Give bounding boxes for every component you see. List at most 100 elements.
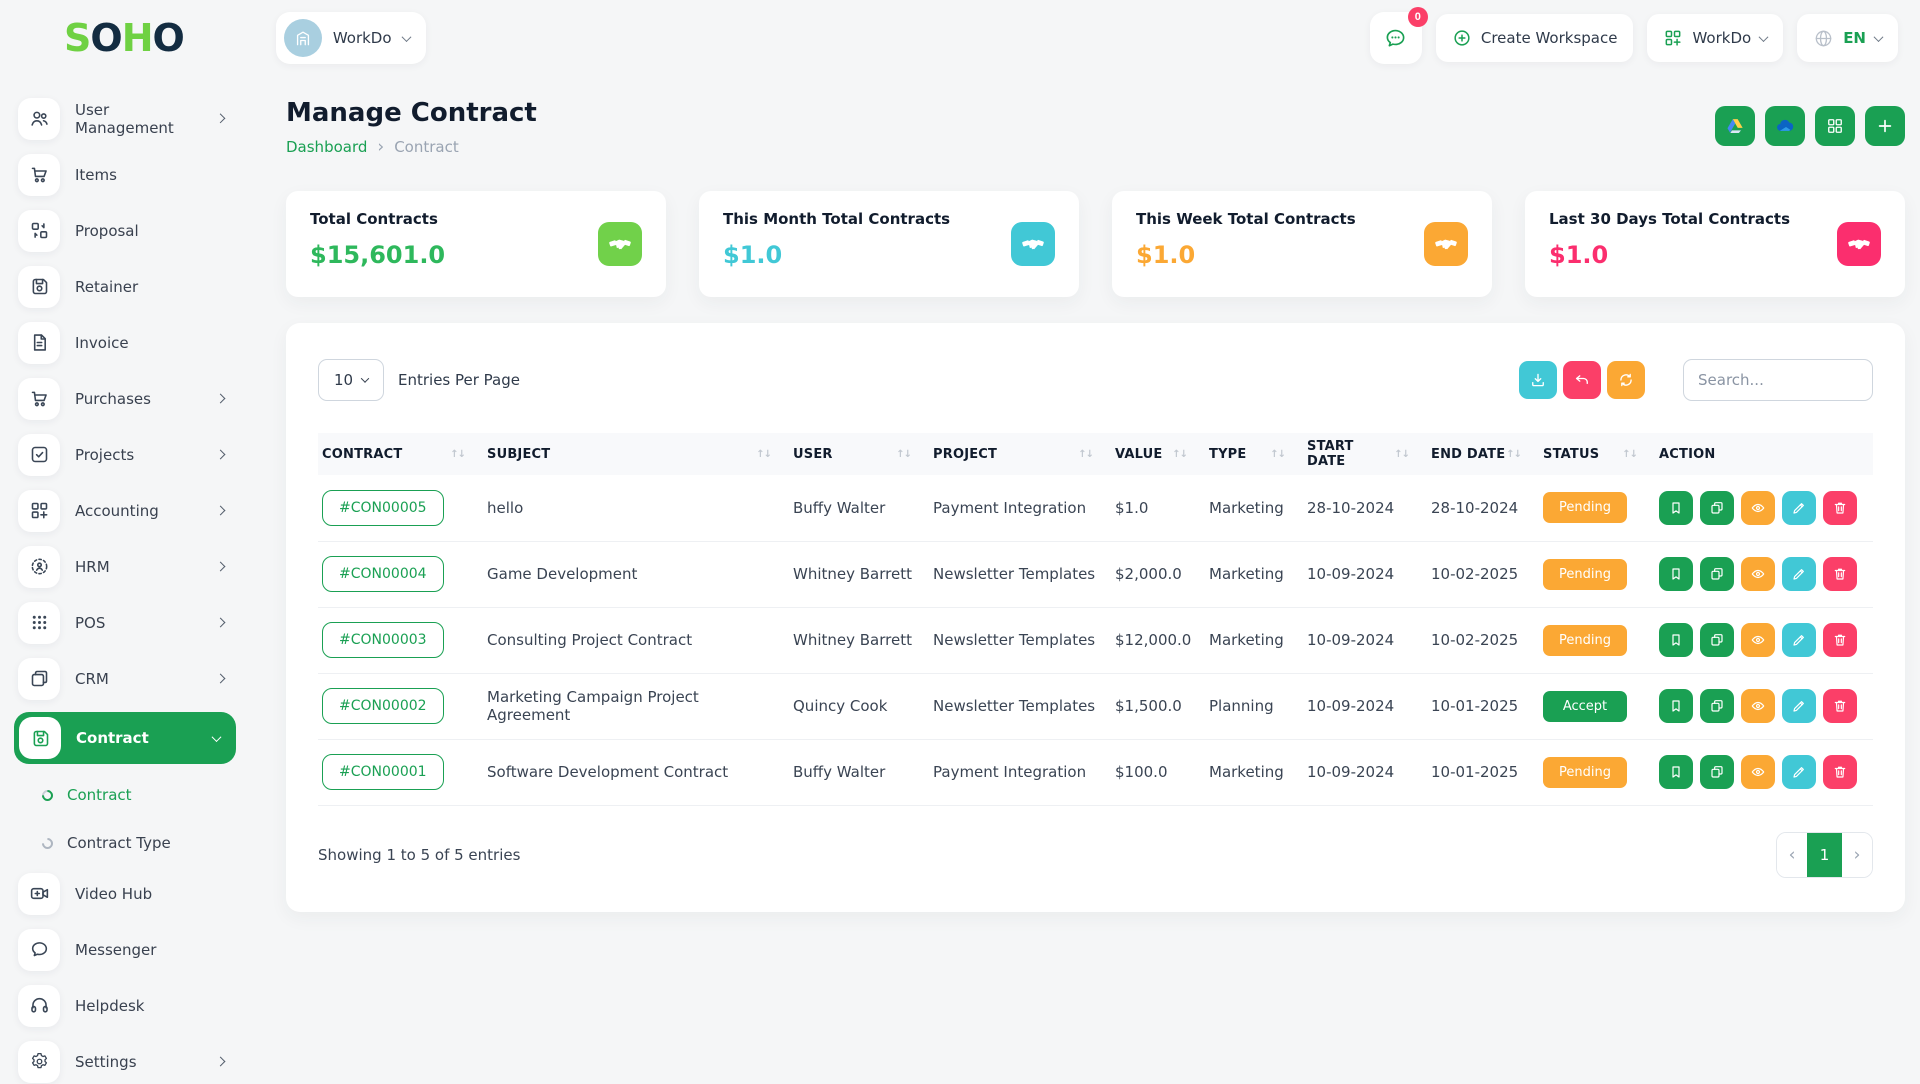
sidebar-item-projects[interactable]: Projects: [14, 432, 236, 477]
pagination-prev-button[interactable]: ‹: [1777, 833, 1807, 877]
breadcrumb-dashboard-link[interactable]: Dashboard: [286, 138, 367, 156]
contract-id-chip[interactable]: #CON00004: [322, 556, 444, 592]
sidebar-item-contract[interactable]: Contract: [14, 712, 236, 764]
column-header-project[interactable]: PROJECT↑↓: [929, 433, 1111, 475]
onedrive-button[interactable]: [1765, 106, 1805, 146]
duplicate-button[interactable]: [1700, 689, 1734, 723]
undo-button[interactable]: [1563, 361, 1601, 399]
copy-icon: [1709, 632, 1725, 648]
column-header-type[interactable]: TYPE↑↓: [1205, 433, 1303, 475]
delete-button[interactable]: [1823, 755, 1857, 789]
delete-button[interactable]: [1823, 557, 1857, 591]
cell-contract: #CON00002: [318, 673, 483, 739]
column-header-end-date[interactable]: END DATE↑↓: [1427, 433, 1539, 475]
language-code: EN: [1843, 29, 1866, 47]
view-button[interactable]: [1741, 557, 1775, 591]
sidebar-subitem-contract[interactable]: Contract: [42, 775, 236, 815]
search-input[interactable]: [1683, 359, 1873, 401]
pagination-next-button[interactable]: ›: [1842, 833, 1872, 877]
duplicate-button[interactable]: [1700, 491, 1734, 525]
delete-button[interactable]: [1823, 623, 1857, 657]
google-drive-button[interactable]: [1715, 106, 1755, 146]
edit-button[interactable]: [1782, 491, 1816, 525]
duplicate-button[interactable]: [1700, 755, 1734, 789]
messages-button[interactable]: 0: [1370, 12, 1422, 64]
entries-per-page-select[interactable]: 10: [318, 359, 384, 401]
column-label: START DATE: [1307, 439, 1394, 469]
sidebar-item-accounting[interactable]: Accounting: [14, 488, 236, 533]
sidebar-item-settings[interactable]: Settings: [14, 1039, 236, 1084]
sidebar-item-pos[interactable]: POS: [14, 600, 236, 645]
delete-button[interactable]: [1823, 491, 1857, 525]
sidebar-item-helpdesk[interactable]: Helpdesk: [14, 983, 236, 1028]
view-button[interactable]: [1741, 689, 1775, 723]
grid-view-button[interactable]: [1815, 106, 1855, 146]
sidebar-item-hrm[interactable]: HRM: [14, 544, 236, 589]
cell-type: Marketing: [1205, 607, 1303, 673]
bookmark-button[interactable]: [1659, 623, 1693, 657]
column-header-start-date[interactable]: START DATE↑↓: [1303, 433, 1427, 475]
duplicate-button[interactable]: [1700, 623, 1734, 657]
sidebar-item-video-hub[interactable]: Video Hub: [14, 871, 236, 916]
bookmark-button[interactable]: [1659, 755, 1693, 789]
delete-button[interactable]: [1823, 689, 1857, 723]
sort-icon[interactable]: ↑↓: [1506, 449, 1521, 460]
pagination-page-1-button[interactable]: 1: [1807, 833, 1842, 877]
contract-id-chip[interactable]: #CON00003: [322, 622, 444, 658]
sidebar-item-purchases[interactable]: Purchases: [14, 376, 236, 421]
column-header-value[interactable]: VALUE↑↓: [1111, 433, 1205, 475]
trash-icon: [1832, 566, 1848, 582]
view-button[interactable]: [1741, 755, 1775, 789]
language-selector[interactable]: EN: [1797, 14, 1898, 62]
sort-icon[interactable]: ↑↓: [1622, 449, 1637, 460]
sidebar-item-crm[interactable]: CRM: [14, 656, 236, 701]
contract-id-chip[interactable]: #CON00002: [322, 688, 444, 724]
bookmark-button[interactable]: [1659, 491, 1693, 525]
create-workspace-button[interactable]: Create Workspace: [1436, 14, 1634, 62]
trash-icon: [1832, 764, 1848, 780]
sort-icon[interactable]: ↑↓: [1270, 449, 1285, 460]
view-button[interactable]: [1741, 491, 1775, 525]
sidebar-item-items[interactable]: Items: [14, 152, 236, 197]
sort-icon[interactable]: ↑↓: [450, 449, 465, 460]
column-header-status[interactable]: STATUS ↑↓: [1539, 433, 1655, 475]
column-header-contract[interactable]: CONTRACT↑↓: [318, 433, 483, 475]
contract-id-chip[interactable]: #CON00001: [322, 754, 444, 790]
sidebar-item-invoice[interactable]: Invoice: [14, 320, 236, 365]
sort-icon[interactable]: ↑↓: [1394, 449, 1409, 460]
bookmark-button[interactable]: [1659, 689, 1693, 723]
contract-id-chip[interactable]: #CON00005: [322, 490, 444, 526]
edit-button[interactable]: [1782, 755, 1816, 789]
sort-icon[interactable]: ↑↓: [1078, 449, 1093, 460]
sidebar-item-retainer[interactable]: Retainer: [14, 264, 236, 309]
duplicate-button[interactable]: [1700, 557, 1734, 591]
edit-button[interactable]: [1782, 557, 1816, 591]
workdo-menu-button[interactable]: WorkDo: [1647, 14, 1783, 62]
workspace-switcher[interactable]: WorkDo: [276, 12, 426, 64]
export-button[interactable]: [1519, 361, 1557, 399]
column-label: STATUS: [1543, 447, 1599, 462]
add-contract-button[interactable]: [1865, 106, 1905, 146]
headset-icon: [18, 985, 60, 1027]
sidebar-item-user-management[interactable]: User Management: [14, 96, 236, 141]
column-header-subject[interactable]: SUBJECT↑↓: [483, 433, 789, 475]
view-button[interactable]: [1741, 623, 1775, 657]
cell-project: Payment Integration: [929, 739, 1111, 805]
column-label: USER: [793, 447, 833, 462]
edit-button[interactable]: [1782, 623, 1816, 657]
copy-icon: [1709, 764, 1725, 780]
column-header-user[interactable]: USER ↑↓: [789, 433, 929, 475]
sort-icon[interactable]: ↑↓: [756, 449, 771, 460]
sort-icon[interactable]: ↑↓: [1172, 449, 1187, 460]
sort-icon[interactable]: ↑↓: [896, 449, 911, 460]
refresh-icon: [1617, 371, 1635, 389]
bookmark-button[interactable]: [1659, 557, 1693, 591]
edit-button[interactable]: [1782, 689, 1816, 723]
refresh-button[interactable]: [1607, 361, 1645, 399]
sidebar-item-messenger[interactable]: Messenger: [14, 927, 236, 972]
chevron-right-icon: [216, 674, 226, 684]
sidebar-item-proposal[interactable]: Proposal: [14, 208, 236, 253]
sidebar-subitem-contract-type[interactable]: Contract Type: [42, 823, 236, 863]
copy-icon: [1709, 566, 1725, 582]
